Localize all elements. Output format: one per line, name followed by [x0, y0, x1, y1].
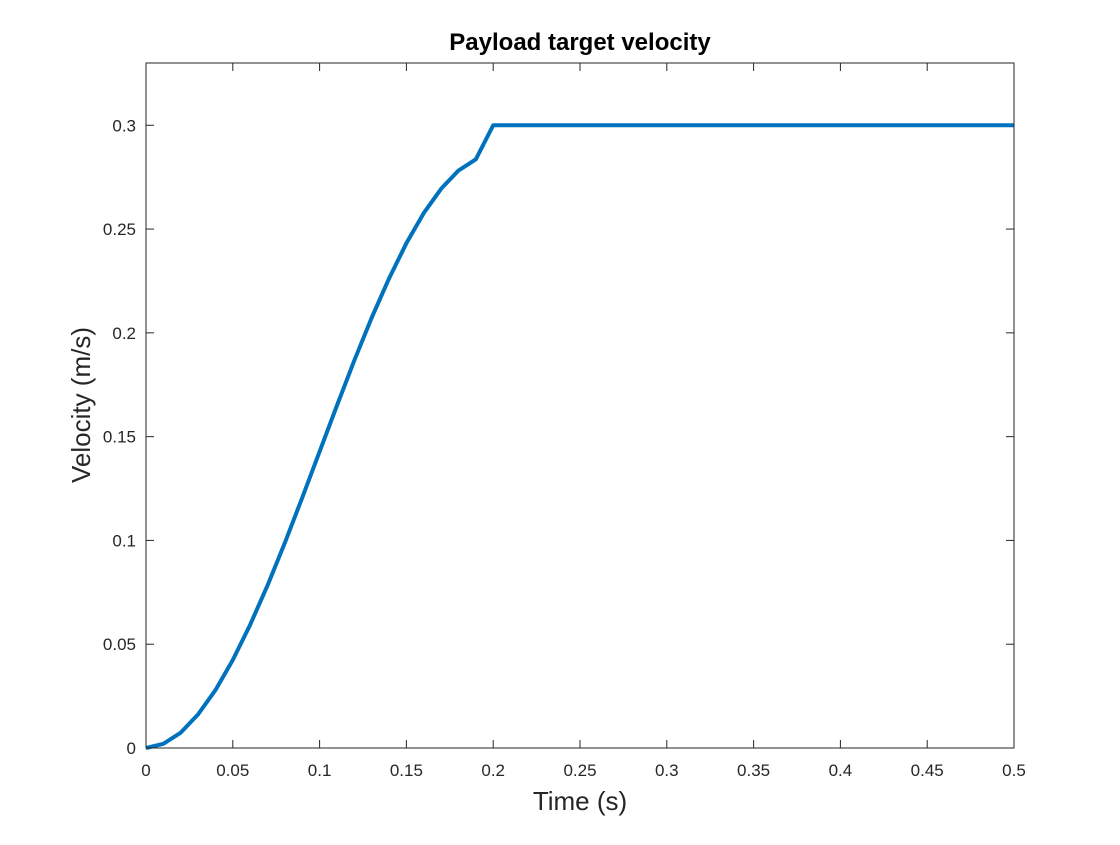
x-tick-label: 0.3 [655, 761, 679, 780]
y-tick-label: 0.25 [103, 220, 136, 239]
y-axis-ticks: 0 0.05 0.1 0.15 0.2 0.25 0.3 [103, 116, 1014, 758]
x-tick-label: 0.4 [829, 761, 853, 780]
axes-box [145, 62, 1015, 749]
x-tick-label: 0.15 [390, 761, 423, 780]
y-tick-label: 0.3 [112, 116, 136, 135]
chart-title: Payload target velocity [449, 29, 711, 56]
x-tick-label: 0.05 [216, 761, 249, 780]
x-tick-label: 0.45 [911, 761, 944, 780]
series-layer [145, 123, 1014, 750]
velocity-series-line [145, 123, 1014, 750]
x-tick-label: 0.25 [563, 761, 596, 780]
y-tick-label: 0.15 [103, 428, 136, 447]
x-tick-label: 0.2 [481, 761, 505, 780]
plot-area [146, 63, 1014, 748]
y-tick-label: 0.1 [112, 531, 136, 550]
x-axis-label: Time (s) [533, 786, 627, 816]
x-axis-ticks: 0 0.05 0.1 0.15 0.2 0.25 0.3 0.35 0.4 0.45 0.5 [141, 63, 1026, 780]
x-tick-label: 0.1 [308, 761, 332, 780]
y-axis-label: Velocity (m/s) [66, 327, 96, 483]
x-tick-label: 0.35 [737, 761, 770, 780]
y-tick-label: 0.2 [112, 324, 136, 343]
x-tick-label: 0 [141, 761, 150, 780]
x-tick-label: 0.5 [1002, 761, 1026, 780]
y-tick-label: 0.05 [103, 635, 136, 654]
y-tick-label: 0 [127, 739, 136, 758]
